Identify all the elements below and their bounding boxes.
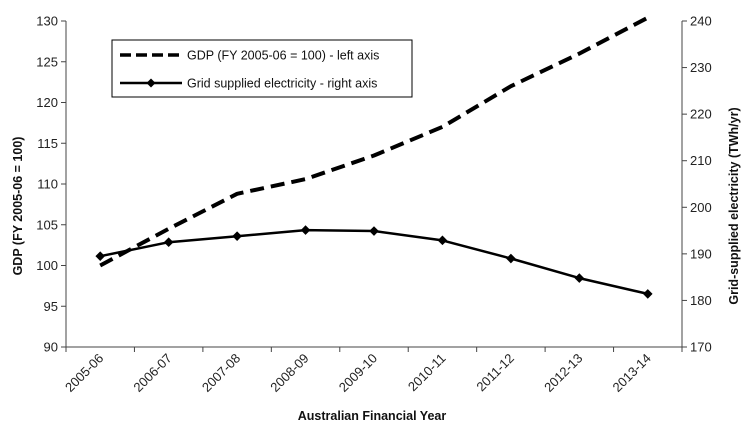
data-point-electricity bbox=[232, 231, 242, 241]
legend-marker-electricity bbox=[146, 78, 156, 88]
x-tick-label: 2009-10 bbox=[336, 351, 380, 395]
left-tick-label: 115 bbox=[37, 136, 58, 151]
left-tick-label: 120 bbox=[36, 95, 58, 110]
left-tick-label: 125 bbox=[36, 54, 58, 69]
data-point-electricity bbox=[369, 226, 379, 236]
legend-box bbox=[111, 39, 413, 98]
data-point-electricity bbox=[95, 251, 106, 261]
x-tick-label: 2007-08 bbox=[199, 351, 243, 395]
x-tick-label: 2006-07 bbox=[130, 351, 174, 395]
left-tick-label: 130 bbox=[36, 14, 58, 29]
x-tick-label: 2005-06 bbox=[62, 351, 106, 395]
x-tick-label: 2010-11 bbox=[405, 351, 449, 395]
x-tick-label: 2011-12 bbox=[473, 351, 517, 395]
x-tick-label: 2008-09 bbox=[267, 351, 311, 395]
data-point-electricity bbox=[506, 253, 516, 264]
data-point-electricity bbox=[574, 273, 585, 283]
series-line-electricity bbox=[99, 228, 649, 296]
left-tick-label: 95 bbox=[44, 299, 58, 314]
left-tick-label: 100 bbox=[36, 258, 58, 273]
data-point-electricity bbox=[437, 235, 448, 246]
left-tick-label: 110 bbox=[37, 177, 58, 192]
right-tick-label: 220 bbox=[690, 107, 712, 122]
left-tick-label: 90 bbox=[44, 340, 58, 355]
series-line-gdp bbox=[99, 15, 649, 268]
data-point-electricity bbox=[163, 237, 174, 248]
right-tick-label: 170 bbox=[690, 340, 712, 355]
x-tick-label: 2013-14 bbox=[610, 351, 654, 395]
right-y-axis: 170 180 190 200 210 220 230 240 bbox=[682, 14, 712, 355]
right-tick-label: 180 bbox=[690, 293, 712, 308]
left-y-axis: 90 95 100 105 110 115 120 125 130 bbox=[36, 14, 66, 355]
right-tick-label: 240 bbox=[690, 14, 712, 29]
right-tick-label: 190 bbox=[690, 246, 712, 261]
right-tick-label: 200 bbox=[690, 200, 712, 215]
right-axis-title: Grid-supplied electricity (TWh/yr) bbox=[727, 107, 741, 304]
x-tick-label: 2012-13 bbox=[541, 351, 585, 395]
left-axis-title: GDP (FY 2005-06 = 100) bbox=[11, 137, 25, 276]
right-tick-label: 230 bbox=[690, 60, 712, 75]
left-tick-label: 105 bbox=[36, 217, 58, 232]
legend-label-gdp: GDP (FY 2005-06 = 100) - left axis bbox=[187, 49, 379, 63]
data-point-electricity bbox=[642, 289, 653, 299]
legend-label-electricity: Grid supplied electricity - right axis bbox=[187, 77, 377, 91]
series-layer bbox=[95, 15, 653, 299]
x-axis-title: Australian Financial Year bbox=[298, 409, 447, 423]
right-tick-label: 210 bbox=[690, 153, 712, 168]
x-axis: 2005-06 2006-07 2007-08 2008-09 2009-10 2010-… bbox=[62, 347, 683, 395]
data-point-electricity bbox=[300, 225, 311, 235]
legend: GDP (FY 2005-06 = 100) - left axis Grid … bbox=[111, 39, 413, 98]
